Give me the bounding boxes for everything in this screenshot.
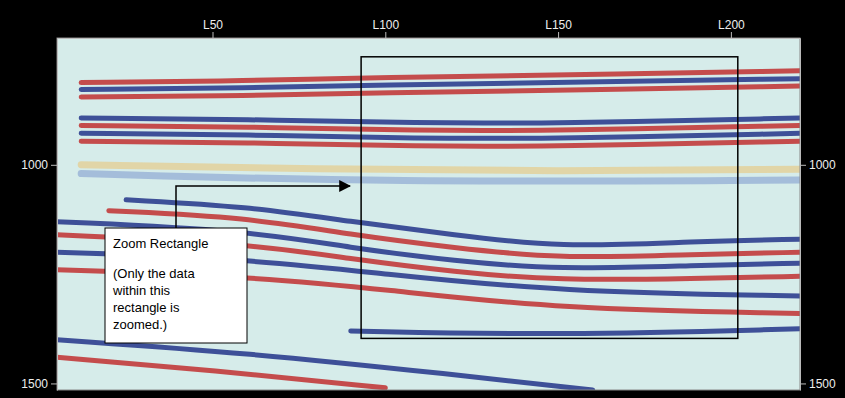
tick: 1000 [800, 158, 836, 172]
reflector [81, 133, 800, 138]
tick-mark [385, 32, 386, 38]
tick: L50 [203, 18, 223, 38]
reflector [81, 118, 800, 123]
annotation-line: within this [112, 283, 171, 298]
annotation-line: rectangle is [113, 300, 180, 315]
annotation-title: Zoom Rectangle [113, 236, 208, 251]
tick: L150 [545, 18, 572, 38]
tick-mark [558, 32, 559, 38]
tick-mark [51, 165, 57, 166]
tick: L200 [718, 18, 745, 38]
reflector [81, 141, 800, 146]
y-axis-left: 1000 1500 [21, 39, 57, 391]
reflectors [57, 71, 800, 390]
figure: L50 L100 L150 L200 1000 1500 1000 1500 Zoom Rect… [0, 0, 845, 398]
tick-mark [800, 165, 806, 166]
tick: 1500 [21, 377, 57, 391]
zoom-rectangle [361, 57, 738, 339]
annotation-box [105, 228, 247, 343]
reflector [81, 174, 800, 182]
tick-mark [731, 32, 732, 38]
tick-label: 1500 [21, 377, 48, 391]
axis-line [58, 38, 801, 39]
tick-label: 1000 [21, 158, 48, 172]
reflector [57, 357, 385, 388]
tick-label: L100 [372, 18, 399, 32]
tick: 1500 [800, 377, 836, 391]
axis-line [57, 39, 58, 391]
y-axis-right: 1000 1500 [800, 39, 836, 391]
tick-label: 1000 [809, 158, 836, 172]
reflector [81, 165, 800, 171]
tick: L100 [372, 18, 399, 38]
reflector [81, 86, 800, 97]
tick-mark [213, 32, 214, 38]
tick-label: L200 [718, 18, 745, 32]
tick-label: L50 [203, 18, 223, 32]
reflector [351, 329, 800, 334]
reflector [57, 340, 593, 390]
tick-label: L150 [545, 18, 572, 32]
arrow [176, 186, 350, 228]
tick-mark [800, 383, 806, 384]
x-axis: L50 L100 L150 L200 [58, 18, 801, 39]
annotation-line: (Only the data [113, 266, 195, 281]
plot-background [57, 38, 800, 390]
tick-label: 1500 [809, 377, 836, 391]
reflector [81, 125, 800, 130]
plot-frame [57, 38, 800, 390]
tick-mark [51, 383, 57, 384]
tick: 1000 [21, 158, 57, 172]
axis-line [800, 39, 801, 391]
annotation-line: zoomed.) [113, 317, 167, 332]
